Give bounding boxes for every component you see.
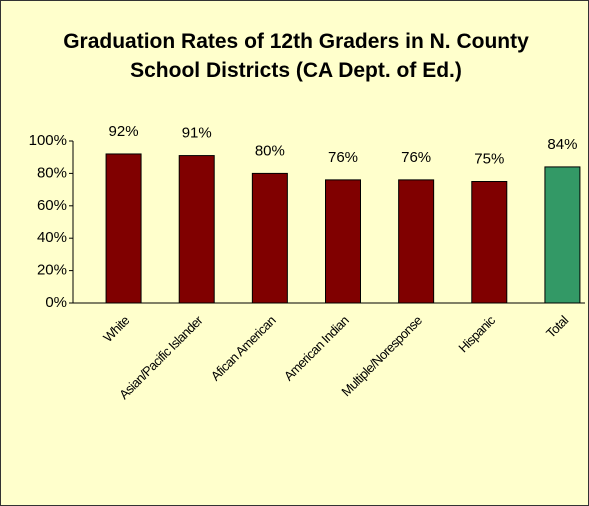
x-tick-label: White xyxy=(100,313,132,345)
bar xyxy=(471,181,508,304)
x-tick-label: Hispanic xyxy=(455,312,498,355)
bar xyxy=(398,179,435,304)
data-label: 92% xyxy=(109,123,139,140)
data-label: 76% xyxy=(328,149,358,166)
y-tick-label: 0% xyxy=(45,294,67,311)
bar xyxy=(325,179,361,304)
bar xyxy=(178,155,215,304)
data-label: 84% xyxy=(547,136,577,153)
bar xyxy=(251,172,288,304)
data-label: 80% xyxy=(255,142,285,159)
y-tick-label: 80% xyxy=(37,164,67,181)
x-tick-label: Total xyxy=(543,312,571,340)
x-tick-label: Afican American xyxy=(208,313,279,384)
x-tick-label: American Indian xyxy=(281,313,352,384)
data-label: 91% xyxy=(182,125,212,142)
chart-title: Graduation Rates of 12th Graders in N. C… xyxy=(63,30,529,82)
y-tick-label: 100% xyxy=(29,132,67,149)
y-tick-label: 40% xyxy=(37,229,67,246)
data-label: 76% xyxy=(401,149,431,166)
data-label: 75% xyxy=(474,150,504,167)
x-tick-label: Multiple/Noresponse xyxy=(338,313,425,400)
y-tick-label: 20% xyxy=(37,262,67,279)
bar xyxy=(105,153,142,304)
bar xyxy=(544,166,581,304)
y-tick-label: 60% xyxy=(37,197,67,214)
